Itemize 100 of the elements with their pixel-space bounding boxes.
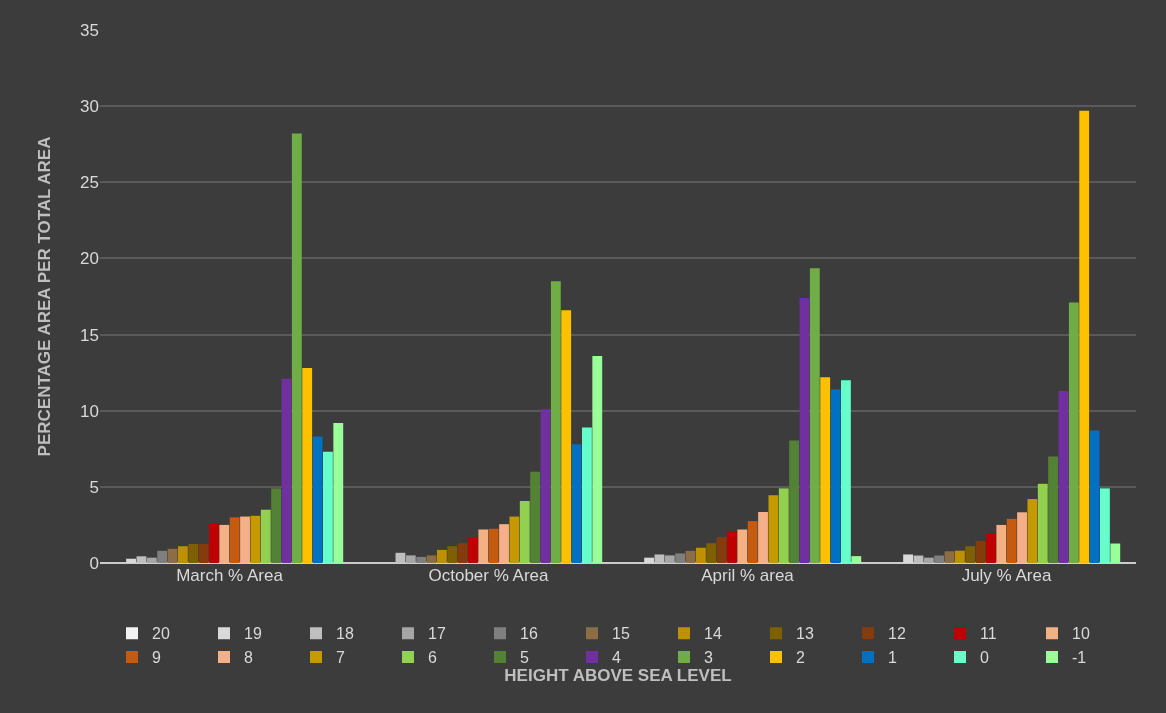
- bar: [1027, 499, 1038, 563]
- bar: [509, 516, 520, 563]
- bar: [706, 543, 717, 563]
- legend-label: 15: [612, 625, 630, 643]
- x-axis-title: HEIGHT ABOVE SEA LEVEL: [504, 666, 732, 686]
- bar: [747, 521, 758, 563]
- legend-label: 0: [980, 649, 989, 667]
- bar: [841, 380, 851, 563]
- y-tick-label: 0: [89, 553, 99, 573]
- bar: [281, 378, 292, 563]
- bar: [457, 543, 468, 563]
- bar: [561, 310, 572, 563]
- legend-label: 18: [336, 625, 354, 643]
- bar: [167, 548, 178, 563]
- bar: [1058, 390, 1069, 563]
- legend-label: 13: [796, 625, 814, 643]
- bar: [851, 556, 862, 563]
- bar: [271, 488, 282, 563]
- legend-label: 8: [244, 649, 253, 667]
- bar: [426, 555, 437, 563]
- bar: [312, 436, 323, 563]
- bar: [250, 515, 261, 563]
- y-tick-label: 30: [80, 97, 99, 117]
- bar: [260, 509, 271, 563]
- bar: [799, 298, 810, 563]
- y-tick-label: 20: [80, 249, 99, 269]
- bar: [1110, 543, 1121, 563]
- legend-label: 6: [428, 649, 437, 667]
- bar: [768, 495, 779, 563]
- bar: [478, 529, 489, 563]
- bar: [1006, 518, 1017, 563]
- bar: [778, 488, 789, 563]
- x-tick-label: March % Area: [176, 566, 284, 585]
- bar: [695, 547, 706, 563]
- y-tick-label: 5: [89, 477, 99, 497]
- bar: [664, 555, 675, 563]
- bar: [820, 377, 831, 563]
- bar: [685, 550, 696, 563]
- legend-label: 9: [152, 649, 161, 667]
- bar: [830, 389, 841, 563]
- bar: [198, 543, 209, 563]
- bar: [540, 409, 551, 563]
- bar: [789, 440, 800, 563]
- legend-label: 5: [520, 649, 529, 667]
- bar: [592, 355, 603, 563]
- bar: [136, 556, 147, 563]
- legend-label: 14: [704, 625, 722, 643]
- bar: [229, 517, 240, 563]
- bar: [157, 550, 168, 563]
- legend-label: 4: [612, 649, 621, 667]
- bar: [550, 281, 561, 563]
- bar: [488, 528, 499, 563]
- y-tick-label: 25: [80, 173, 99, 193]
- bar: [758, 511, 768, 563]
- bar: [395, 552, 406, 563]
- bar: [809, 268, 820, 563]
- legend-label: 3: [704, 649, 713, 667]
- bar: [954, 550, 965, 563]
- legend-label: 1: [888, 649, 897, 667]
- bar: [965, 546, 976, 563]
- legend-label: 7: [336, 649, 345, 667]
- bar: [447, 546, 458, 563]
- bar: [1037, 483, 1048, 563]
- bar: [436, 549, 447, 563]
- legend-label: 17: [428, 625, 446, 643]
- legend-label: 2: [796, 649, 805, 667]
- bar: [737, 529, 748, 563]
- bar: [934, 555, 945, 563]
- bar: [996, 524, 1007, 563]
- bar: [188, 543, 199, 563]
- bar: [302, 368, 313, 563]
- bar: [986, 533, 996, 563]
- bar: [416, 556, 427, 563]
- bar: [571, 444, 582, 563]
- bar: [240, 516, 250, 563]
- bar: [468, 537, 478, 563]
- bar: [126, 558, 136, 563]
- bar: [644, 557, 654, 563]
- bar: [1048, 456, 1059, 563]
- bar: [727, 531, 737, 563]
- bar: [519, 501, 530, 563]
- bar: [923, 557, 934, 563]
- bar: [209, 523, 219, 563]
- legend-label: 16: [520, 625, 538, 643]
- bar: [944, 551, 955, 563]
- y-tick-label: 15: [80, 325, 99, 345]
- bar: [405, 555, 416, 563]
- x-tick-label: October % Area: [428, 566, 550, 585]
- legend-label: 11: [980, 625, 997, 643]
- bar: [219, 524, 230, 563]
- bar: [975, 540, 986, 563]
- x-tick-label: July % Area: [961, 566, 1052, 585]
- bar: [1100, 488, 1110, 563]
- legend-label: 20: [152, 625, 170, 643]
- bar: [499, 524, 509, 563]
- bar: [582, 427, 592, 563]
- bar: [716, 537, 727, 563]
- y-axis-title: PERCENTAGE AREA PER TOTAL AREA: [34, 136, 54, 457]
- bar: [146, 557, 157, 563]
- x-tick-label: April % area: [701, 566, 795, 585]
